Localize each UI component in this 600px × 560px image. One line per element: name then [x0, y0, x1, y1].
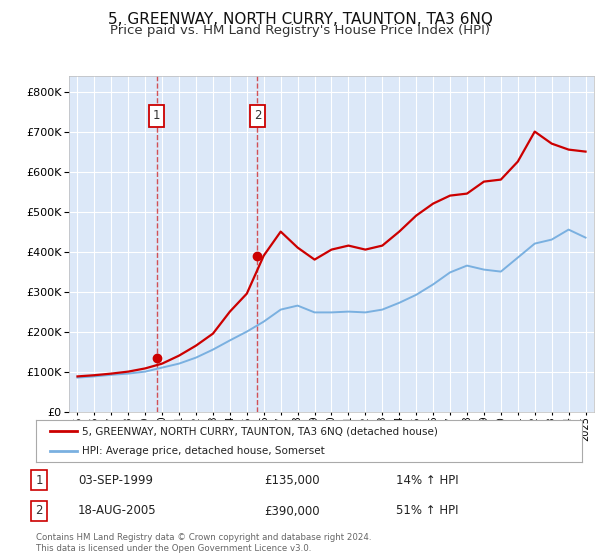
Text: 2: 2 [254, 109, 261, 123]
Text: £390,000: £390,000 [264, 505, 320, 517]
Text: £135,000: £135,000 [264, 474, 320, 487]
Text: 1: 1 [153, 109, 160, 123]
Text: 2: 2 [35, 505, 43, 517]
Text: 03-SEP-1999: 03-SEP-1999 [78, 474, 153, 487]
Text: 1: 1 [35, 474, 43, 487]
Text: Price paid vs. HM Land Registry's House Price Index (HPI): Price paid vs. HM Land Registry's House … [110, 24, 490, 36]
Text: 5, GREENWAY, NORTH CURRY, TAUNTON, TA3 6NQ: 5, GREENWAY, NORTH CURRY, TAUNTON, TA3 6… [107, 12, 493, 27]
Text: 51% ↑ HPI: 51% ↑ HPI [396, 505, 458, 517]
Text: 5, GREENWAY, NORTH CURRY, TAUNTON, TA3 6NQ (detached house): 5, GREENWAY, NORTH CURRY, TAUNTON, TA3 6… [82, 426, 438, 436]
Text: Contains HM Land Registry data © Crown copyright and database right 2024.
This d: Contains HM Land Registry data © Crown c… [36, 533, 371, 553]
Text: 18-AUG-2005: 18-AUG-2005 [78, 505, 157, 517]
Text: HPI: Average price, detached house, Somerset: HPI: Average price, detached house, Some… [82, 446, 325, 456]
Text: 14% ↑ HPI: 14% ↑ HPI [396, 474, 458, 487]
